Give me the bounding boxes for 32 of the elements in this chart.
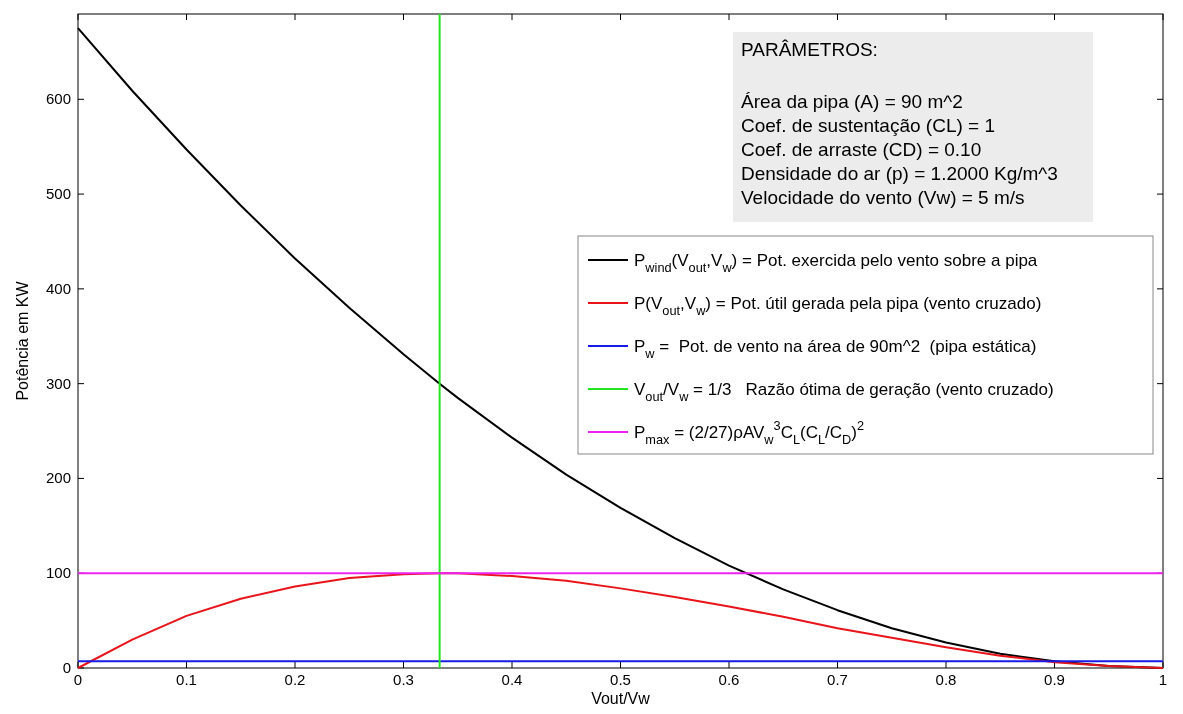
annotation: Velocidade do vento (Vw) = 5 m/s bbox=[741, 187, 1025, 208]
x-tick-label: 0.3 bbox=[393, 671, 414, 688]
legend-label: P$_{wind}$(V$_{out}$,V$_{w}$) = Pot. exercida pelo vento sobre a pipa bbox=[634, 251, 1038, 275]
y-tick-label: 100 bbox=[45, 564, 71, 582]
y-tick-label: 300 bbox=[45, 374, 71, 392]
x-tick-label: 1 bbox=[1158, 671, 1168, 688]
x-tick-label: 0.8 bbox=[935, 671, 957, 688]
x-tick-label: 0.4 bbox=[501, 671, 523, 688]
y-tick-label: 200 bbox=[45, 469, 71, 487]
annotation: PARÂMETROS: bbox=[741, 39, 878, 60]
y-axis-title: Potência em KW bbox=[14, 280, 31, 401]
x-tick-label: 0.1 bbox=[176, 671, 197, 688]
annotation: Área da pipa (A) = 90 m^2 bbox=[741, 91, 963, 112]
x-tick-label: 0.2 bbox=[284, 671, 306, 688]
x-tick-label: 0 bbox=[73, 671, 83, 688]
legend-label: P(V$_{out}$,V$_{w}$) = Pot. útil gerada pela pipa (vento cruzado) bbox=[634, 294, 1042, 318]
legend-label: V$_{out}$/V$_{w}$ = 1/3 Razão ótima de geração (vento cruzado) bbox=[634, 380, 1054, 404]
text: P$_{max}$ = (2/27)ρAV$_{w}$$^{3}$C$_{L}$(C$_{L}$/C$_{D}$)$^{2}$ bbox=[634, 417, 865, 447]
y-tick-label: 600 bbox=[45, 90, 71, 108]
x-tick-label: 0.9 bbox=[1044, 671, 1065, 688]
annotation: Densidade do ar (p) = 1.2000 Kg/m^3 bbox=[741, 163, 1058, 184]
x-tick-label: 0.6 bbox=[718, 671, 740, 688]
y-tick-label: 500 bbox=[45, 185, 71, 203]
x-tick-label: 0.5 bbox=[610, 671, 631, 688]
annotation: Coef. de arraste (CD) = 0.10 bbox=[741, 139, 982, 160]
annotation: Coef. de sustentação (CL) = 1 bbox=[741, 115, 996, 136]
legend-label: P$_{w}$ = Pot. de vento na área de 90m^2 (pipa estática) bbox=[634, 337, 1037, 361]
x-tick-label: 0.7 bbox=[827, 671, 848, 688]
y-tick-label: 400 bbox=[45, 279, 71, 297]
line-series bbox=[77, 572, 1164, 669]
y-tick-label: 0 bbox=[62, 659, 71, 676]
x-axis-title: Vout/Vw bbox=[591, 690, 651, 707]
